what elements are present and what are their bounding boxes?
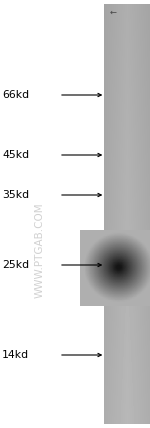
Text: 35kd: 35kd: [2, 190, 29, 200]
Text: 45kd: 45kd: [2, 150, 29, 160]
Text: 14kd: 14kd: [2, 350, 29, 360]
Text: WWW.PTGAB.COM: WWW.PTGAB.COM: [35, 202, 45, 298]
Text: 25kd: 25kd: [2, 260, 29, 270]
Text: 66kd: 66kd: [2, 90, 29, 100]
Text: ←: ←: [110, 8, 117, 17]
